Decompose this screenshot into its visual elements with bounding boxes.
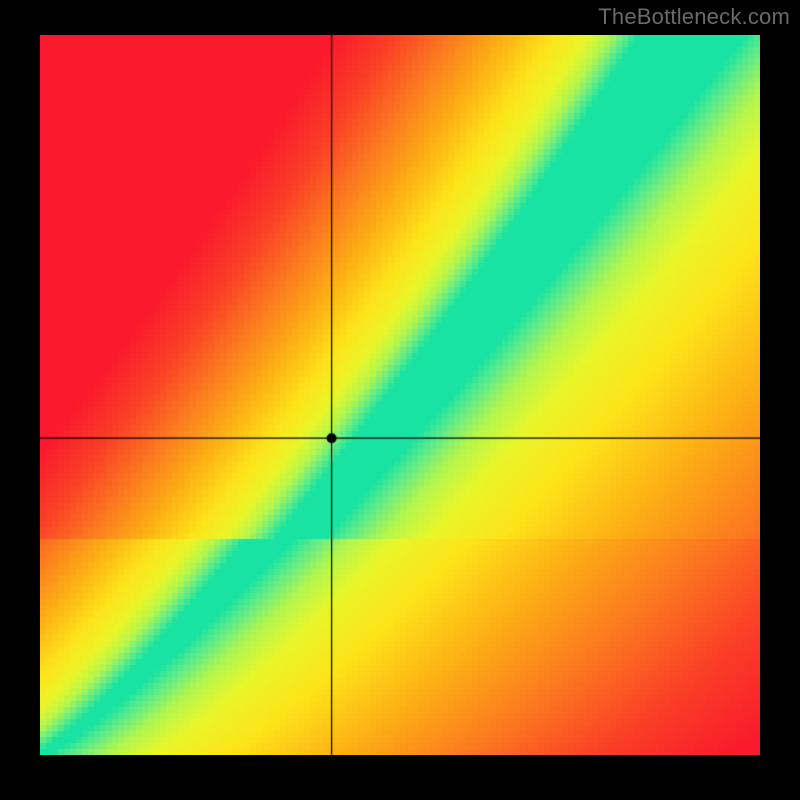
watermark-text: TheBottleneck.com <box>598 4 790 30</box>
chart-container: TheBottleneck.com <box>0 0 800 800</box>
bottleneck-heatmap <box>40 35 760 755</box>
